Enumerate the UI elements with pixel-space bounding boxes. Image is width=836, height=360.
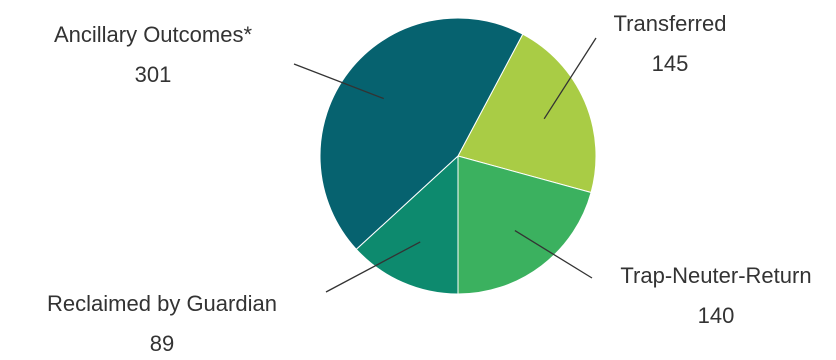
slice-label-ancillary-outcomes: Ancillary Outcomes* (54, 22, 253, 47)
slice-value-reclaimed-by-guardian: 89 (150, 331, 174, 356)
pie-slice-trap-neuter-return (457, 155, 592, 295)
leader-lines (293, 37, 597, 293)
slice-label-transferred: Transferred (614, 11, 727, 36)
pie-slice-transferred (457, 33, 597, 194)
slice-label-trap-neuter-return: Trap-Neuter-Return (620, 263, 811, 288)
leader-line-ancillary-outcomes (293, 63, 385, 100)
slice-value-ancillary-outcomes: 301 (135, 62, 172, 87)
slice-value-transferred: 145 (652, 51, 689, 76)
pie-slice-ancillary-outcomes (319, 17, 524, 250)
pie-slices (319, 17, 597, 295)
leader-line-trap-neuter-return (514, 230, 593, 279)
slice-label-reclaimed-by-guardian: Reclaimed by Guardian (47, 291, 277, 316)
leader-line-reclaimed-by-guardian (325, 241, 421, 293)
pie-slice-reclaimed-by-guardian (355, 154, 459, 295)
slice-value-trap-neuter-return: 140 (698, 303, 735, 328)
leader-line-transferred (543, 37, 597, 120)
